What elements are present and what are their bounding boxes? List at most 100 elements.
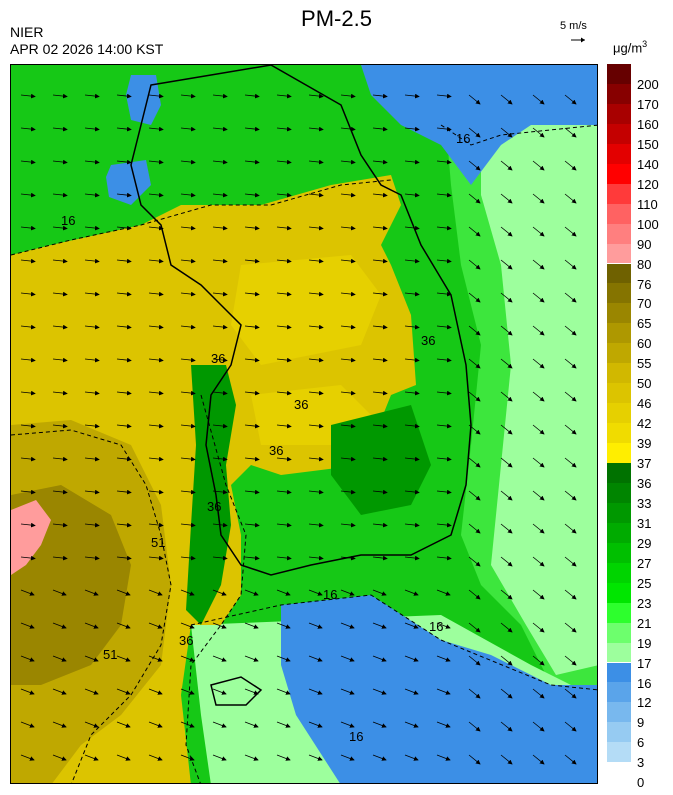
legend-label: 17 bbox=[637, 655, 652, 671]
wind-arrow-icon bbox=[84, 589, 99, 596]
wind-arrow-icon bbox=[372, 688, 387, 695]
wind-scale-label: 5 m/s bbox=[560, 20, 587, 32]
wind-arrow-icon bbox=[52, 258, 68, 264]
contour-label: 16 bbox=[456, 131, 470, 146]
wind-arrow-icon bbox=[532, 391, 545, 402]
wind-arrow-icon bbox=[276, 357, 292, 363]
blue-ne-field bbox=[361, 65, 597, 185]
wind-arrow-icon bbox=[116, 688, 131, 695]
wind-arrow-icon bbox=[148, 622, 163, 629]
legend-label: 25 bbox=[637, 575, 652, 591]
wind-arrow-icon bbox=[468, 589, 481, 600]
wind-arrow-icon bbox=[500, 754, 513, 765]
yellow-bright-field bbox=[231, 255, 381, 365]
wind-arrow-icon bbox=[116, 93, 132, 99]
wind-arrow-icon bbox=[212, 754, 227, 761]
wind-arrow-icon bbox=[308, 357, 324, 363]
legend-label: 50 bbox=[637, 376, 652, 392]
wind-arrow-icon bbox=[436, 126, 452, 132]
legend-label: 31 bbox=[637, 515, 652, 531]
wind-arrow-icon bbox=[532, 94, 545, 105]
wind-arrow-icon bbox=[340, 390, 356, 396]
wind-arrow-icon bbox=[308, 291, 324, 297]
wind-arrow-icon bbox=[564, 127, 577, 138]
wind-arrow-icon bbox=[212, 423, 228, 429]
wind-arrow-icon bbox=[404, 721, 419, 728]
wind-arrow-icon bbox=[52, 688, 67, 695]
wind-arrow-icon bbox=[180, 126, 196, 132]
wind-arrow-icon bbox=[212, 357, 228, 363]
wind-arrow-icon bbox=[372, 324, 388, 330]
wind-arrow-icon bbox=[308, 258, 324, 264]
wind-arrow-icon bbox=[116, 192, 132, 198]
wind-arrow-icon bbox=[84, 721, 99, 728]
wind-arrow-icon bbox=[372, 126, 388, 132]
wind-arrow-icon bbox=[468, 490, 481, 501]
legend-label: 3 bbox=[637, 755, 645, 771]
legend-swatch bbox=[607, 123, 631, 144]
contour-label: 51 bbox=[103, 647, 117, 662]
wind-arrow-icon bbox=[532, 721, 545, 732]
legend-label: 12 bbox=[637, 695, 652, 711]
wind-arrow-icon bbox=[308, 622, 323, 629]
wind-arrow-icon bbox=[532, 259, 545, 270]
wind-arrow-icon bbox=[308, 390, 324, 396]
wind-arrow-icon bbox=[564, 655, 577, 666]
wind-arrow-icon bbox=[308, 754, 323, 761]
wind-arrow-icon bbox=[564, 490, 577, 501]
legend-label: 70 bbox=[637, 296, 652, 312]
wind-arrow-icon bbox=[532, 358, 545, 369]
wind-arrow-icon bbox=[564, 259, 577, 270]
wind-arrow-icon bbox=[532, 556, 545, 567]
wind-arrow-icon bbox=[468, 292, 481, 303]
wind-arrow-icon bbox=[436, 159, 452, 165]
wind-arrow-icon bbox=[340, 423, 356, 429]
wind-arrow-icon bbox=[148, 126, 164, 132]
wind-arrow-icon bbox=[500, 556, 513, 567]
wind-arrow-icon bbox=[116, 357, 132, 363]
wind-arrow-icon bbox=[84, 93, 100, 99]
wind-arrow-icon bbox=[468, 226, 481, 237]
wind-arrow-icon bbox=[212, 159, 228, 165]
wind-arrow-icon bbox=[84, 754, 99, 761]
wind-arrow-icon bbox=[244, 93, 260, 99]
wind-arrow-icon bbox=[116, 456, 132, 462]
contour-label: 36 bbox=[211, 351, 225, 366]
wind-arrow-icon bbox=[20, 423, 36, 429]
wind-arrow-icon bbox=[372, 655, 387, 662]
wind-arrow-icon bbox=[532, 325, 545, 336]
wind-arrow-icon bbox=[116, 159, 132, 165]
wind-arrow-icon bbox=[52, 522, 68, 528]
wind-arrow-icon bbox=[532, 457, 545, 468]
wind-arrow-icon bbox=[276, 754, 291, 761]
wind-arrow-icon bbox=[532, 424, 545, 435]
legend-label: 33 bbox=[637, 495, 652, 511]
wind-arrow-icon bbox=[180, 324, 196, 330]
wind-arrow-icon bbox=[436, 622, 451, 629]
wind-arrow-icon bbox=[436, 721, 451, 728]
wind-arrow-icon bbox=[340, 688, 355, 695]
wind-arrow-icon bbox=[20, 555, 36, 561]
legend-swatch bbox=[607, 622, 631, 643]
legend-label: 100 bbox=[637, 216, 659, 232]
pink-field bbox=[11, 500, 51, 575]
wind-arrow-icon bbox=[20, 192, 36, 198]
jeju-outline bbox=[210, 676, 263, 706]
wind-arrow-icon bbox=[116, 324, 132, 330]
wind-arrow-icon bbox=[148, 456, 164, 462]
legend-swatch bbox=[607, 263, 631, 284]
wind-arrow-icon bbox=[244, 126, 260, 132]
wind-arrow-icon bbox=[84, 655, 99, 662]
legend-swatch bbox=[607, 343, 631, 364]
legend-label: 80 bbox=[637, 256, 652, 272]
contour-label: 16 bbox=[323, 587, 337, 602]
contour-label: 36 bbox=[269, 443, 283, 458]
contour-label: 16 bbox=[429, 619, 443, 634]
pm25-map[interactable]: 16 36 36 36 51 51 36 16 16 16 16 36 36 bbox=[10, 64, 598, 784]
wind-arrow-icon bbox=[276, 589, 291, 596]
map-canvas: 16 36 36 36 51 51 36 16 16 16 16 36 36 bbox=[11, 65, 597, 783]
wind-arrow-icon bbox=[468, 358, 481, 369]
wind-arrow-icon bbox=[84, 489, 100, 495]
wind-arrow-icon bbox=[276, 522, 292, 528]
wind-arrow-icon bbox=[404, 93, 420, 99]
